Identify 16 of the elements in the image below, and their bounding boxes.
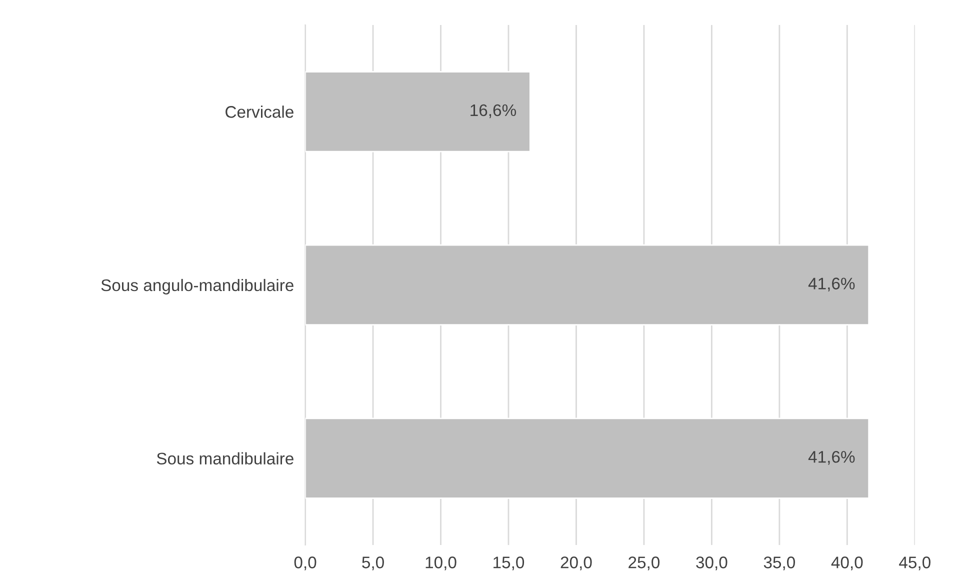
data-label: 16,6% <box>470 104 516 118</box>
x-tick-label: 35,0 <box>764 556 795 570</box>
x-tick-label: 0,0 <box>294 556 316 570</box>
y-tick-label: Sous mandibulaire <box>156 452 294 465</box>
x-tick-label: 10,0 <box>426 556 456 570</box>
y-tick-label: Cervicale <box>226 106 294 118</box>
data-label: 41,6% <box>808 278 855 292</box>
data-label: 41,6% <box>808 450 855 465</box>
x-tick-label: 5,0 <box>362 556 384 570</box>
x-tick-label: 45,0 <box>899 556 930 570</box>
x-tick-label: 30,0 <box>696 556 728 570</box>
x-tick-label: 40,0 <box>831 556 863 570</box>
x-tick-label: 20,0 <box>560 556 592 570</box>
x-tick-label: 15,0 <box>494 556 524 570</box>
x-tick-label: 25,0 <box>628 556 660 570</box>
y-tick-label: Sous angulo-mandibulaire <box>101 278 294 294</box>
